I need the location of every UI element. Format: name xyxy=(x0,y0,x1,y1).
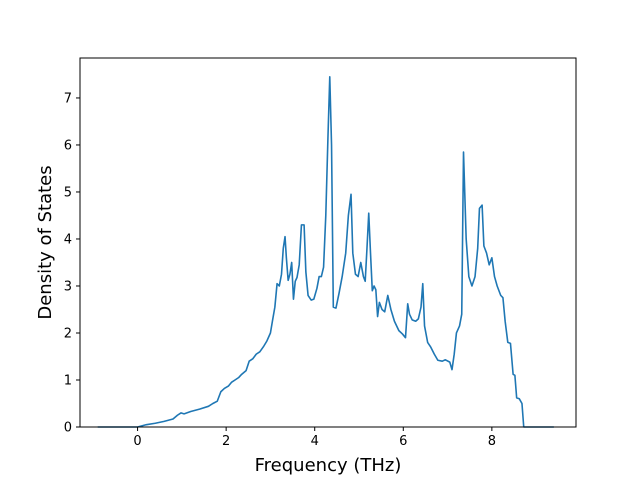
y-tick-label: 5 xyxy=(64,185,72,200)
x-tick-label: 8 xyxy=(488,434,496,449)
y-tick-label: 2 xyxy=(64,326,72,341)
dos-series-line-0 xyxy=(97,76,554,428)
x-tick-label: 6 xyxy=(399,434,407,449)
y-ticks: 0 1 2 3 4 5 6 7 xyxy=(64,91,80,436)
y-tick-label: 1 xyxy=(64,373,72,388)
y-tick-label: 6 xyxy=(64,138,72,153)
x-tick-label: 2 xyxy=(222,434,230,449)
y-tick-label: 4 xyxy=(64,232,72,247)
y-tick-label: 3 xyxy=(64,279,72,294)
y-axis-label: Density of States xyxy=(35,165,56,319)
plot-frame xyxy=(79,57,577,428)
x-axis-label: Frequency (THz) xyxy=(255,455,402,476)
y-tick-label: 7 xyxy=(64,91,72,106)
y-tick-label: 0 xyxy=(64,421,72,436)
x-tick-label: 0 xyxy=(133,434,141,449)
x-tick-label: 4 xyxy=(311,434,319,449)
series-layer xyxy=(97,76,554,428)
x-ticks: 0 2 4 6 8 xyxy=(133,427,496,449)
